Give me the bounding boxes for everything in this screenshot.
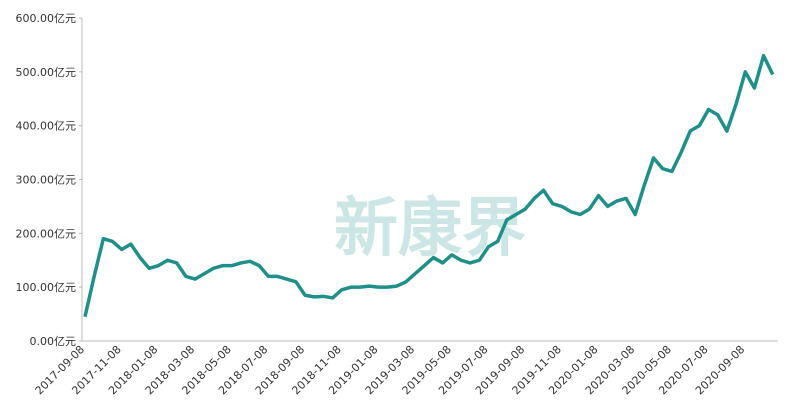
y-tick-label: 600.00亿元 <box>16 12 77 25</box>
y-tick-label: 0.00亿元 <box>30 335 77 348</box>
y-tick-label: 100.00亿元 <box>16 281 77 294</box>
line <box>83 53 775 318</box>
y-tick-label: 500.00亿元 <box>16 66 77 79</box>
y-tick-label: 300.00亿元 <box>16 174 77 187</box>
y-tick-label: 400.00亿元 <box>16 120 77 133</box>
y-tick-label: 200.00亿元 <box>16 227 77 240</box>
watermark: 新康界 <box>334 192 526 266</box>
